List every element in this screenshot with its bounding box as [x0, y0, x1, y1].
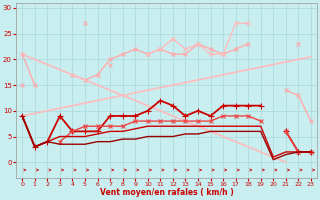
X-axis label: Vent moyen/en rafales ( km/h ): Vent moyen/en rafales ( km/h ) — [100, 188, 234, 197]
